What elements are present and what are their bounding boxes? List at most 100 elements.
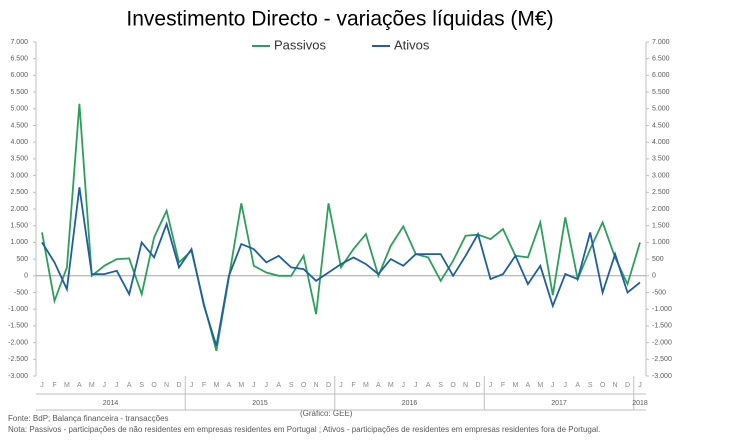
- y2-tick-label: 1.500: [652, 223, 670, 230]
- y2-tick-label: 5.000: [652, 106, 670, 113]
- y2-tick-label: -1.500: [652, 323, 672, 330]
- y2-tick-label: 3.500: [652, 156, 670, 163]
- x-tick-label: J: [339, 382, 343, 389]
- x-tick-label: N: [613, 382, 618, 389]
- x-tick-label: A: [575, 382, 580, 389]
- y2-tick-label: 4.500: [652, 122, 670, 129]
- x-tick-label: J: [252, 382, 256, 389]
- y2-tick-label: 0: [652, 273, 656, 280]
- chart-title: Investimento Directo - variações líquida…: [126, 8, 553, 31]
- y-tick-label: -500: [14, 289, 28, 296]
- x-tick-label: O: [151, 382, 157, 389]
- x-tick-label: A: [376, 382, 381, 389]
- year-label: 2018: [632, 400, 648, 407]
- series-line: [41, 103, 641, 352]
- legend-label: Passivos: [274, 37, 327, 52]
- legend-label: Ativos: [394, 37, 430, 52]
- x-tick-label: A: [227, 382, 232, 389]
- x-tick-label: M: [89, 382, 95, 389]
- y-tick-label: 2.500: [10, 189, 28, 196]
- x-tick-label: F: [52, 382, 56, 389]
- x-tick-label: J: [190, 382, 194, 389]
- y-tick-label: 4.500: [10, 122, 28, 129]
- y2-tick-label: -3.000: [652, 373, 672, 380]
- x-tick-label: J: [402, 382, 406, 389]
- x-tick-label: S: [139, 382, 144, 389]
- x-tick-label: M: [213, 382, 219, 389]
- y2-tick-label: 6.500: [652, 56, 670, 63]
- y2-tick-label: 5.500: [652, 89, 670, 96]
- x-tick-label: M: [238, 382, 244, 389]
- year-label: 2017: [551, 400, 567, 407]
- y-tick-label: 5.500: [10, 89, 28, 96]
- y-tick-label: 1.000: [10, 239, 28, 246]
- source: Fonte: BdP; Balança financeira - transac…: [8, 414, 169, 423]
- x-tick-label: J: [265, 382, 269, 389]
- y-tick-label: -2.000: [8, 339, 28, 346]
- y-tick-label: 7.000: [10, 39, 28, 46]
- x-tick-label: J: [414, 382, 418, 389]
- x-tick-label: M: [537, 382, 543, 389]
- y-tick-label: 4.000: [10, 139, 28, 146]
- x-tick-label: M: [363, 382, 369, 389]
- x-tick-label: S: [588, 382, 593, 389]
- y2-tick-label: 2.500: [652, 189, 670, 196]
- y-tick-label: -3.000: [8, 373, 28, 380]
- x-tick-label: D: [625, 382, 630, 389]
- x-tick-label: O: [301, 382, 307, 389]
- x-tick-label: J: [638, 382, 642, 389]
- x-tick-label: M: [388, 382, 394, 389]
- year-label: 2015: [252, 400, 268, 407]
- y2-tick-label: 3.000: [652, 172, 670, 179]
- y2-tick-label: -500: [652, 289, 666, 296]
- x-tick-label: J: [551, 382, 555, 389]
- x-tick-label: N: [314, 382, 319, 389]
- y-tick-label: 3.500: [10, 156, 28, 163]
- x-tick-label: D: [177, 382, 182, 389]
- x-tick-label: O: [600, 382, 606, 389]
- x-tick-label: O: [450, 382, 456, 389]
- x-tick-label: M: [64, 382, 70, 389]
- credit: (Gráfico: GEE): [300, 409, 353, 418]
- x-tick-label: J: [115, 382, 119, 389]
- x-tick-label: A: [127, 382, 132, 389]
- x-tick-label: A: [526, 382, 531, 389]
- y2-tick-label: 4.000: [652, 139, 670, 146]
- y2-tick-label: 2.000: [652, 206, 670, 213]
- y-tick-label: -2.500: [8, 356, 28, 363]
- y-tick-label: 500: [16, 256, 28, 263]
- series-line: [41, 187, 641, 347]
- y2-tick-label: 1.000: [652, 239, 670, 246]
- y-tick-label: 6.500: [10, 56, 28, 63]
- x-tick-label: M: [512, 382, 518, 389]
- y2-tick-label: -2.000: [652, 339, 672, 346]
- x-tick-label: S: [289, 382, 294, 389]
- y2-tick-label: -1.000: [652, 306, 672, 313]
- y-tick-label: 5.000: [10, 106, 28, 113]
- x-tick-label: A: [426, 382, 431, 389]
- y-tick-label: -1.000: [8, 306, 28, 313]
- year-label: 2016: [402, 400, 418, 407]
- y-tick-label: 3.000: [10, 172, 28, 179]
- y-tick-label: 1.500: [10, 223, 28, 230]
- y-tick-label: 6.000: [10, 72, 28, 79]
- y2-tick-label: 6.000: [652, 72, 670, 79]
- y-tick-label: 0: [24, 273, 28, 280]
- y2-tick-label: 7.000: [652, 39, 670, 46]
- x-tick-label: F: [501, 382, 505, 389]
- y2-tick-label: 500: [652, 256, 664, 263]
- y-tick-label: 2.000: [10, 206, 28, 213]
- y2-tick-label: -2.500: [652, 356, 672, 363]
- year-label: 2014: [103, 400, 119, 407]
- x-tick-label: S: [438, 382, 443, 389]
- note: Nota: Passivos - participações de não re…: [8, 425, 600, 434]
- x-tick-label: F: [202, 382, 206, 389]
- x-tick-label: F: [351, 382, 355, 389]
- x-tick-label: A: [276, 382, 281, 389]
- y-tick-label: -1.500: [8, 323, 28, 330]
- x-tick-label: D: [326, 382, 331, 389]
- x-tick-label: A: [77, 382, 82, 389]
- x-tick-label: J: [103, 382, 107, 389]
- x-tick-label: N: [164, 382, 169, 389]
